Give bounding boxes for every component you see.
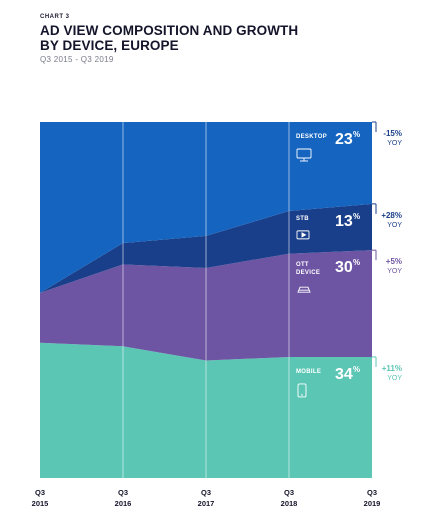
- stb-yoy-label: YOY: [387, 222, 402, 229]
- x-tick-label: 2016: [115, 499, 132, 508]
- ott-share: 30: [335, 259, 353, 276]
- ott-yoy-label: YOY: [387, 268, 402, 275]
- smartphone-icon: [297, 383, 307, 398]
- x-tick-label: 2017: [198, 499, 215, 508]
- mobile-share: 34: [335, 366, 353, 383]
- mobile-name: MOBILE: [296, 369, 321, 375]
- desktop-yoy-value: -15%: [383, 129, 402, 138]
- mobile-yoy-label: YOY: [387, 375, 402, 382]
- x-tick-label: Q3: [367, 488, 377, 497]
- ott-share-percent: %: [353, 258, 360, 267]
- desktop-share: 23: [335, 131, 353, 148]
- chart-number: CHART 3: [40, 14, 70, 20]
- set-top-box-icon: [296, 230, 310, 240]
- stb-name: STB: [296, 216, 309, 222]
- desktop-share-percent: %: [353, 130, 360, 139]
- desktop-yoy-label: YOY: [387, 140, 402, 147]
- x-tick-label: Q3: [118, 488, 128, 497]
- chart-title: AD VIEW COMPOSITION AND GROWTH BY DEVICE…: [40, 23, 299, 53]
- stb-share: 13: [335, 213, 353, 230]
- game-console-icon: [297, 286, 311, 293]
- ott-name: OTT: [296, 262, 309, 268]
- x-tick-label: Q3: [201, 488, 211, 497]
- mobile-share-percent: %: [353, 365, 360, 374]
- monitor-icon: [296, 148, 312, 162]
- mobile-yoy-value: +11%: [382, 364, 402, 373]
- chart-subtitle: Q3 2015 - Q3 2019: [40, 55, 114, 64]
- desktop-name: DESKTOP: [296, 134, 327, 140]
- x-tick-label: 2015: [32, 499, 49, 508]
- stb-share-percent: %: [353, 212, 360, 221]
- x-tick-label: 2018: [281, 499, 298, 508]
- stb-yoy-value: +28%: [381, 211, 402, 220]
- x-tick-label: Q3: [35, 488, 45, 497]
- x-tick-label: 2019: [364, 499, 381, 508]
- ott-name: DEVICE: [296, 270, 320, 276]
- ott-yoy-value: +5%: [386, 257, 402, 266]
- x-tick-label: Q3: [284, 488, 294, 497]
